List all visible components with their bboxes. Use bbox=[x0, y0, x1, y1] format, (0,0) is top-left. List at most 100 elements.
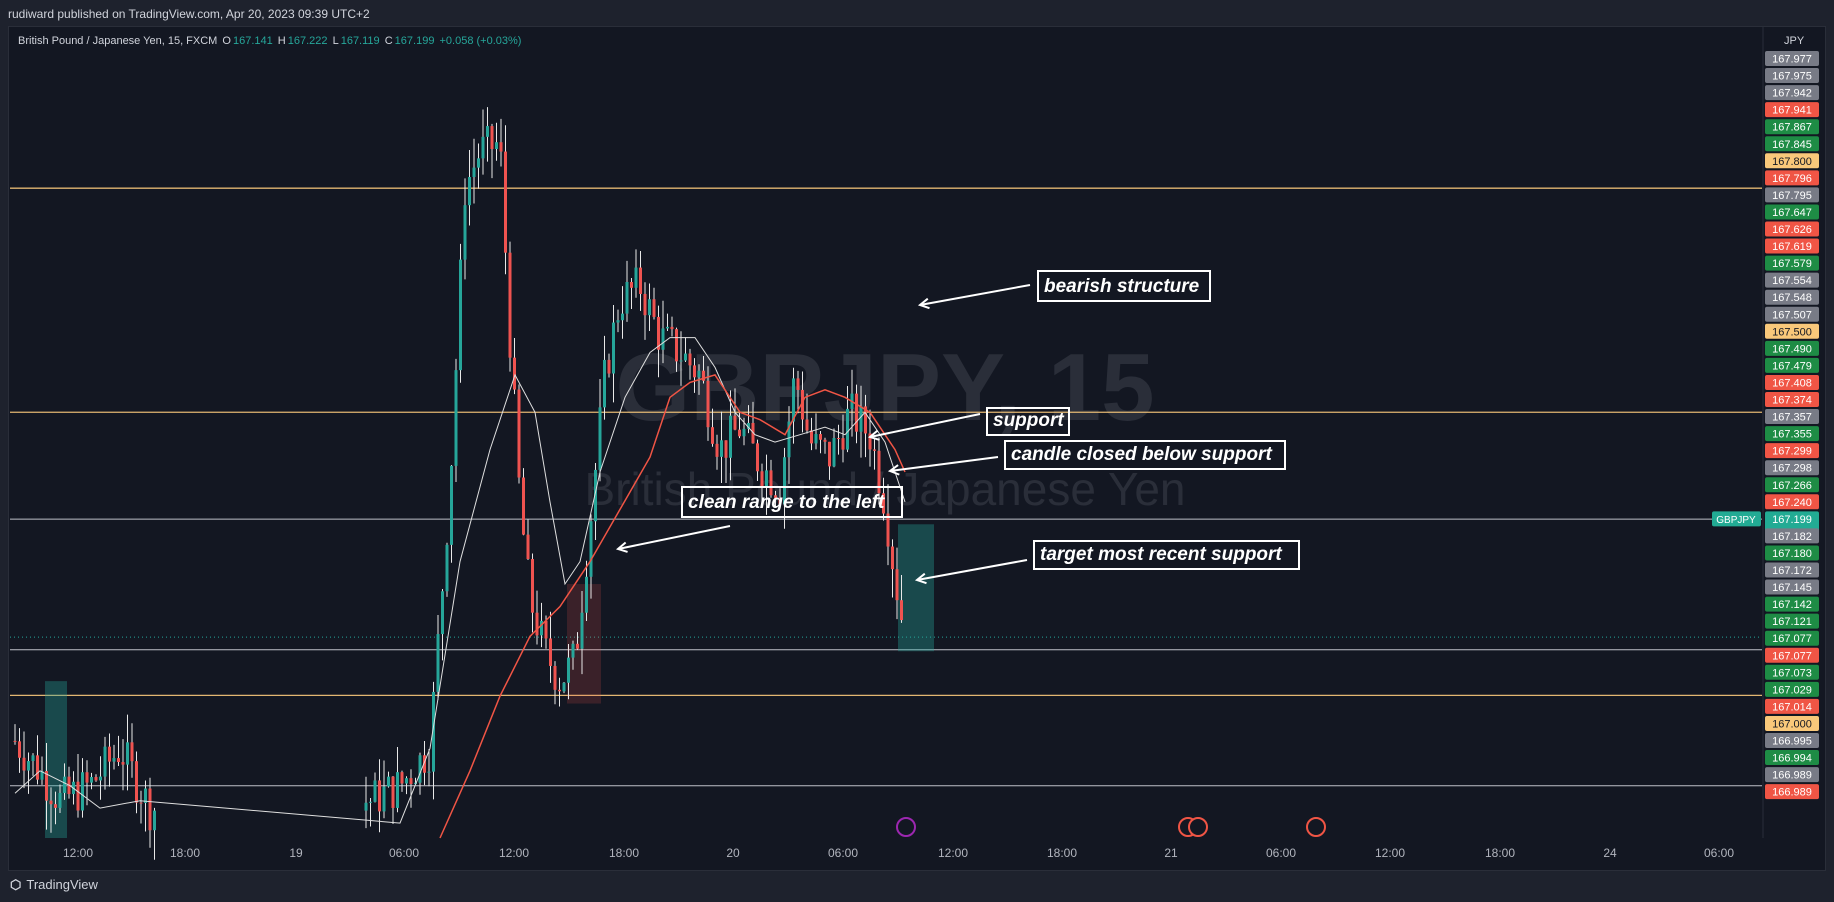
annotation-box-3 bbox=[681, 486, 903, 518]
price-label-1: 167.975 bbox=[1765, 68, 1819, 84]
candle-body-148 bbox=[886, 513, 890, 547]
candle-body-5 bbox=[36, 755, 39, 780]
annotation-arrowhead-3 bbox=[615, 541, 628, 553]
price-label-bg-24 bbox=[1765, 460, 1819, 476]
candle-body-111 bbox=[720, 440, 723, 457]
candle-body-125 bbox=[783, 457, 786, 505]
candle-body-68 bbox=[526, 534, 530, 559]
price-label-text-5: 167.845 bbox=[1772, 139, 1812, 151]
candle-body-95 bbox=[648, 299, 651, 316]
candle-body-36 bbox=[382, 786, 386, 812]
price-label-33: 167.121 bbox=[1765, 613, 1819, 629]
candle-body-138 bbox=[841, 438, 845, 450]
candle-body-119 bbox=[756, 443, 759, 472]
candle-body-93 bbox=[639, 267, 642, 294]
event-marker-icon-3 bbox=[1306, 817, 1326, 837]
price-scale[interactable]: JPY 167.977 167.975 167.942 167.941 167.867 16… bbox=[1712, 27, 1825, 839]
time-axis[interactable]: 12:00 18:00 19 06:00 12:00 18:00 20 06:00 12:00 1… bbox=[63, 846, 1734, 860]
price-label-text-11: 167.619 bbox=[1772, 241, 1812, 253]
candle-body-2 bbox=[22, 757, 26, 771]
candle-body-0 bbox=[13, 740, 17, 742]
candle-body-106 bbox=[697, 370, 701, 378]
price-label-text-15: 167.507 bbox=[1772, 309, 1812, 321]
candle-body-108 bbox=[706, 380, 710, 428]
price-label-0: 167.977 bbox=[1765, 51, 1819, 66]
annotation-arrow-2 bbox=[889, 456, 999, 472]
price-label-bg-10 bbox=[1765, 221, 1819, 237]
candle-body-100 bbox=[670, 326, 674, 330]
price-label-bg-32 bbox=[1765, 596, 1819, 612]
price-label-bg-3 bbox=[1765, 102, 1819, 118]
price-label-text-6: 167.800 bbox=[1772, 156, 1812, 168]
legend-o-label: O bbox=[222, 35, 231, 47]
annotation-3[interactable]: clean range to the left bbox=[615, 486, 903, 553]
candle-body-19 bbox=[99, 776, 102, 781]
price-label-4: 167.867 bbox=[1765, 119, 1819, 135]
annotation-4[interactable]: target most recent support bbox=[914, 540, 1300, 585]
candle-body-150 bbox=[895, 569, 899, 601]
price-label-13: 167.554 bbox=[1765, 272, 1819, 288]
price-label-text-29: 167.180 bbox=[1772, 548, 1812, 560]
price-label-bg-26 bbox=[1765, 494, 1819, 510]
price-label-bg-38 bbox=[1765, 698, 1819, 714]
tradingview-logo[interactable]: ⬡ TradingView bbox=[10, 877, 98, 893]
price-label-9: 167.647 bbox=[1765, 204, 1819, 220]
candle-body-53 bbox=[459, 259, 462, 371]
x-tick-10: 21 bbox=[1164, 846, 1178, 860]
price-label-bg-9 bbox=[1765, 204, 1819, 220]
price-label-29: 167.180 bbox=[1765, 545, 1819, 561]
candle-body-35 bbox=[378, 780, 381, 812]
candle-body-70 bbox=[535, 612, 539, 636]
price-label-35: 167.077 bbox=[1765, 647, 1819, 663]
price-label-bg-16 bbox=[1765, 323, 1819, 339]
price-label-text-3: 167.941 bbox=[1772, 105, 1812, 117]
x-tick-8: 12:00 bbox=[938, 846, 968, 860]
price-label-text-34: 167.077 bbox=[1772, 633, 1812, 645]
candle-body-112 bbox=[724, 440, 728, 458]
candle-body-67 bbox=[522, 477, 525, 535]
annotation-0[interactable]: bearish structure bbox=[917, 270, 1211, 310]
price-label-text-0: 167.977 bbox=[1772, 54, 1812, 66]
chart-frame[interactable] bbox=[8, 26, 1826, 871]
price-label-bg-41 bbox=[1765, 750, 1819, 766]
price-label-bg-34 bbox=[1765, 630, 1819, 646]
legend-h-value: 167.222 bbox=[287, 35, 328, 47]
candle-body-117 bbox=[747, 422, 750, 429]
event-marker-icon-2 bbox=[1188, 817, 1208, 837]
annotation-text-0: bearish structure bbox=[1044, 276, 1200, 297]
candle-body-124 bbox=[778, 497, 782, 505]
legend-o-value: 167.141 bbox=[232, 35, 273, 47]
candle-body-98 bbox=[661, 328, 665, 350]
candle-body-46 bbox=[427, 771, 431, 773]
candle-body-48 bbox=[436, 634, 440, 692]
candle-body-134 bbox=[823, 439, 827, 442]
candle-body-107 bbox=[702, 370, 705, 381]
price-label-30: 167.172 bbox=[1765, 562, 1819, 578]
candle-body-49 bbox=[441, 591, 444, 635]
price-label-bg-39 bbox=[1765, 715, 1819, 731]
annotation-1[interactable]: support bbox=[867, 407, 1070, 441]
x-tick-4: 12:00 bbox=[499, 846, 529, 860]
candle-body-102 bbox=[679, 360, 683, 362]
annotation-text-3: clean range to the left bbox=[688, 492, 885, 513]
candle-body-6 bbox=[40, 771, 44, 780]
price-label-bg-20 bbox=[1765, 392, 1819, 407]
price-label-bg-7 bbox=[1765, 170, 1819, 186]
candle-body-83 bbox=[594, 469, 597, 522]
price-label-text-7: 167.796 bbox=[1772, 173, 1812, 185]
price-label-bg-25 bbox=[1765, 477, 1819, 493]
candle-body-28 bbox=[139, 802, 143, 804]
publish-bar: rudiward published on TradingView.com, A… bbox=[0, 0, 1834, 26]
price-label-bg-37 bbox=[1765, 681, 1819, 697]
price-label-bg-19 bbox=[1765, 374, 1819, 390]
candle-body-149 bbox=[891, 546, 894, 570]
annotation-2[interactable]: candle closed below support bbox=[887, 440, 1286, 476]
candle-body-92 bbox=[634, 267, 638, 288]
annotations[interactable]: bearish structure support candle closed be… bbox=[615, 270, 1300, 585]
annotation-box-4 bbox=[1033, 540, 1300, 570]
price-label-bg-1 bbox=[1765, 68, 1819, 84]
annotation-text-1: support bbox=[993, 410, 1064, 431]
price-label-21: 167.357 bbox=[1765, 409, 1819, 425]
candle-body-136 bbox=[832, 438, 836, 467]
